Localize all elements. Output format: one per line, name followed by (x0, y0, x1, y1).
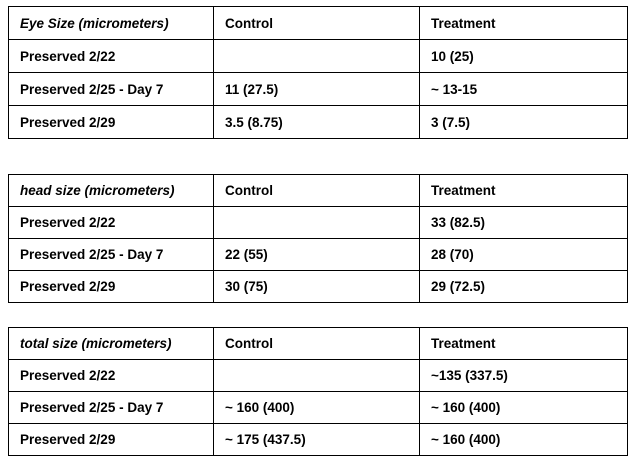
row-label-cell: Preserved 2/25 - Day 7 (8, 391, 214, 424)
row-label-cell: Preserved 2/29 (8, 105, 214, 139)
treatment-value-cell: ~ 160 (400) (419, 423, 628, 456)
treatment-value-cell: 3 (7.5) (419, 105, 628, 139)
row-label-cell: Preserved 2/22 (8, 359, 214, 392)
control-value-cell: ~ 175 (437.5) (213, 423, 420, 456)
table-title-cell: Eye Size (micrometers) (8, 6, 214, 40)
table-row: Preserved 2/25 - Day 7 ~ 160 (400) ~ 160… (8, 391, 628, 424)
table-title-cell: head size (micrometers) (8, 174, 214, 207)
control-value-cell: 3.5 (8.75) (213, 105, 420, 139)
treatment-header-cell: Treatment (419, 6, 628, 40)
table-row: Preserved 2/29 ~ 175 (437.5) ~ 160 (400) (8, 423, 628, 456)
treatment-value-cell: ~ 13-15 (419, 72, 628, 106)
control-value-cell: 22 (55) (213, 238, 420, 271)
eye-size-table: Eye Size (micrometers) Control Treatment… (8, 6, 628, 139)
table-row: Preserved 2/29 30 (75) 29 (72.5) (8, 270, 628, 303)
row-label-cell: Preserved 2/22 (8, 206, 214, 239)
row-label-cell: Preserved 2/29 (8, 270, 214, 303)
table-row: Preserved 2/25 - Day 7 22 (55) 28 (70) (8, 238, 628, 271)
head-size-table: head size (micrometers) Control Treatmen… (8, 174, 628, 303)
row-label-cell: Preserved 2/29 (8, 423, 214, 456)
row-label-cell: Preserved 2/22 (8, 39, 214, 73)
treatment-value-cell: 33 (82.5) (419, 206, 628, 239)
treatment-header-cell: Treatment (419, 174, 628, 207)
control-value-cell (213, 359, 420, 392)
control-value-cell: 30 (75) (213, 270, 420, 303)
control-header-cell: Control (213, 327, 420, 360)
header-row: head size (micrometers) Control Treatmen… (8, 174, 628, 207)
total-size-table: total size (micrometers) Control Treatme… (8, 327, 628, 456)
treatment-value-cell: 28 (70) (419, 238, 628, 271)
table-row: Preserved 2/29 3.5 (8.75) 3 (7.5) (8, 105, 628, 139)
control-value-cell (213, 206, 420, 239)
treatment-header-cell: Treatment (419, 327, 628, 360)
treatment-value-cell: 10 (25) (419, 39, 628, 73)
header-row: total size (micrometers) Control Treatme… (8, 327, 628, 360)
control-header-cell: Control (213, 6, 420, 40)
treatment-value-cell: ~ 160 (400) (419, 391, 628, 424)
control-value-cell: ~ 160 (400) (213, 391, 420, 424)
document: Eye Size (micrometers) Control Treatment… (8, 6, 628, 456)
treatment-value-cell: ~135 (337.5) (419, 359, 628, 392)
header-row: Eye Size (micrometers) Control Treatment (8, 6, 628, 40)
control-value-cell: 11 (27.5) (213, 72, 420, 106)
control-header-cell: Control (213, 174, 420, 207)
table-title-cell: total size (micrometers) (8, 327, 214, 360)
table-row: Preserved 2/22 10 (25) (8, 39, 628, 73)
treatment-value-cell: 29 (72.5) (419, 270, 628, 303)
table-row: Preserved 2/22 ~135 (337.5) (8, 359, 628, 392)
table-row: Preserved 2/22 33 (82.5) (8, 206, 628, 239)
row-label-cell: Preserved 2/25 - Day 7 (8, 72, 214, 106)
row-label-cell: Preserved 2/25 - Day 7 (8, 238, 214, 271)
table-row: Preserved 2/25 - Day 7 11 (27.5) ~ 13-15 (8, 72, 628, 106)
control-value-cell (213, 39, 420, 73)
